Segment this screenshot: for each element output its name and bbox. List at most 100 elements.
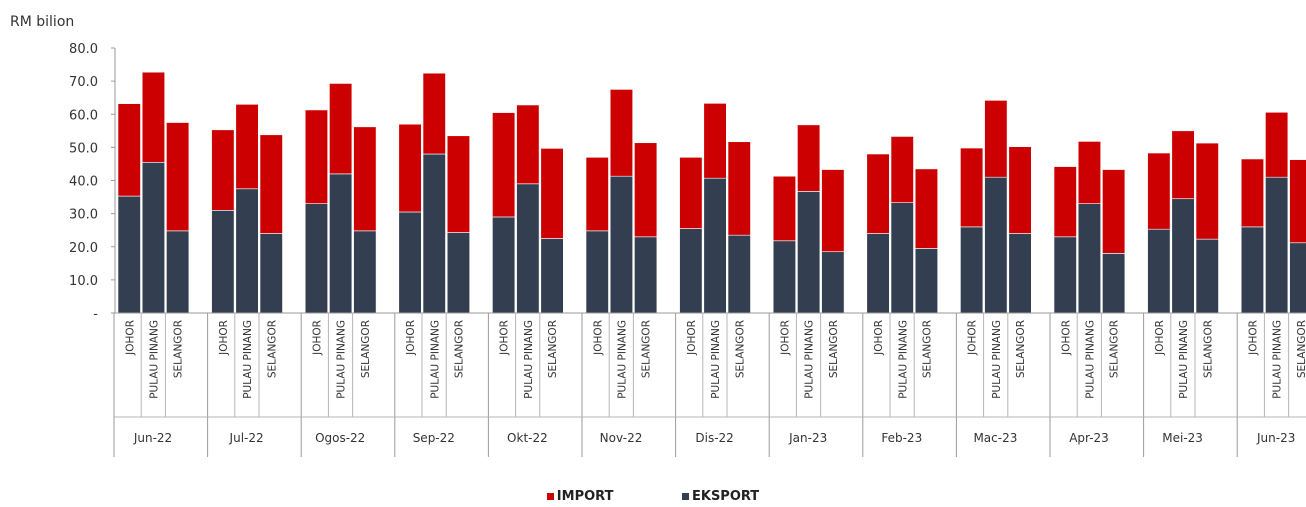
bar-import bbox=[398, 123, 422, 213]
state-label: PULAU PINANG bbox=[1084, 320, 1096, 399]
state-label: JOHOR bbox=[1154, 320, 1166, 356]
month-label: Nov-22 bbox=[600, 431, 643, 445]
bar-eksport bbox=[866, 233, 890, 314]
state-label: JOHOR bbox=[405, 320, 417, 356]
state-label: PULAU PINANG bbox=[1178, 320, 1190, 399]
state-label: JOHOR bbox=[124, 320, 136, 356]
state-label: JOHOR bbox=[967, 320, 979, 356]
bar-import bbox=[727, 141, 751, 236]
bar-eksport bbox=[914, 248, 939, 314]
bar-import bbox=[516, 104, 540, 185]
bar-eksport bbox=[772, 240, 797, 314]
bar-import bbox=[166, 122, 190, 232]
bar-eksport bbox=[1077, 203, 1101, 314]
state-label: SELANGOR bbox=[641, 320, 653, 378]
bar-eksport bbox=[1195, 238, 1219, 314]
state-label: PULAU PINANG bbox=[148, 320, 160, 399]
bar-import bbox=[446, 135, 471, 233]
month-label: Mei-23 bbox=[1162, 431, 1203, 445]
state-label: SELANGOR bbox=[1015, 320, 1027, 378]
month-label: Okt-22 bbox=[507, 431, 548, 445]
bar-eksport bbox=[1240, 226, 1264, 314]
bar-eksport bbox=[1265, 176, 1289, 314]
bar-eksport bbox=[1289, 242, 1306, 314]
state-label: PULAU PINANG bbox=[242, 320, 254, 399]
bar-import bbox=[353, 126, 377, 232]
month-label: Sep-22 bbox=[413, 431, 455, 445]
month-label: Mac-23 bbox=[973, 431, 1017, 445]
bar-import bbox=[1240, 158, 1264, 228]
legend-swatch-import bbox=[546, 493, 554, 500]
bar-eksport bbox=[797, 191, 821, 314]
y-tick-label: 60.0 bbox=[69, 108, 98, 123]
bar-eksport bbox=[492, 216, 516, 314]
bar-import bbox=[679, 157, 703, 229]
y-tick-label: 20.0 bbox=[69, 241, 98, 256]
bar-import bbox=[1265, 111, 1289, 178]
state-label: PULAU PINANG bbox=[991, 320, 1003, 399]
bar-import bbox=[117, 103, 141, 197]
y-tick-label: 80.0 bbox=[69, 42, 98, 57]
legend-label-import: IMPORT bbox=[556, 489, 614, 504]
y-tick-label: 50.0 bbox=[69, 141, 98, 156]
state-label: PULAU PINANG bbox=[1272, 320, 1284, 399]
bar-import bbox=[304, 109, 329, 204]
state-label: JOHOR bbox=[686, 320, 698, 356]
y-tick-label: - bbox=[93, 307, 98, 322]
state-label: JOHOR bbox=[311, 320, 323, 356]
month-label: Ogos-22 bbox=[315, 431, 365, 445]
state-label: JOHOR bbox=[779, 320, 791, 356]
state-label: JOHOR bbox=[1247, 320, 1259, 356]
bar-import bbox=[703, 103, 727, 179]
bar-import bbox=[797, 124, 821, 192]
bar-import bbox=[492, 112, 516, 218]
bar-eksport bbox=[727, 234, 751, 314]
bar-import bbox=[890, 136, 914, 203]
bar-import bbox=[821, 169, 845, 253]
month-label: Dis-22 bbox=[695, 431, 733, 445]
y-tick-label: 40.0 bbox=[69, 175, 98, 190]
bar-import bbox=[1008, 146, 1032, 234]
bar-eksport bbox=[117, 195, 141, 314]
bar-import bbox=[1077, 141, 1101, 204]
state-label: PULAU PINANG bbox=[336, 320, 348, 399]
state-label: JOHOR bbox=[218, 320, 230, 356]
y-tick-label: 10.0 bbox=[69, 274, 98, 289]
state-label: JOHOR bbox=[499, 320, 511, 356]
bar-eksport bbox=[585, 230, 609, 314]
bar-import bbox=[1102, 169, 1126, 254]
bar-eksport bbox=[540, 238, 564, 314]
bar-import bbox=[235, 104, 259, 190]
bar-import bbox=[1147, 152, 1171, 230]
bar-eksport bbox=[422, 153, 446, 314]
bar-eksport bbox=[703, 177, 727, 314]
state-label: JOHOR bbox=[592, 320, 604, 356]
bar-import bbox=[1171, 130, 1195, 200]
y-tick-label: 70.0 bbox=[69, 75, 98, 90]
month-label: Jan-23 bbox=[788, 431, 827, 445]
bar-eksport bbox=[141, 161, 165, 314]
month-label: Jun-23 bbox=[1256, 431, 1295, 445]
stacked-bar-chart: - 10.0 20.0 30.0 40.0 50.0 60.0 70.0 80.0 JOHOR PU… bbox=[69, 42, 1306, 457]
state-label: SELANGOR bbox=[266, 320, 278, 378]
bar-import bbox=[422, 72, 446, 155]
bar-import bbox=[141, 71, 165, 163]
bar-import bbox=[1053, 166, 1077, 238]
y-tick-label: 30.0 bbox=[69, 208, 98, 223]
bar-import bbox=[259, 134, 283, 234]
month-label: Jul-22 bbox=[229, 431, 264, 445]
state-label: SELANGOR bbox=[453, 320, 465, 378]
bar-eksport bbox=[1147, 228, 1171, 314]
state-label: SELANGOR bbox=[734, 320, 746, 378]
bar-import bbox=[211, 129, 235, 211]
state-label: SELANGOR bbox=[921, 320, 933, 378]
bar-import bbox=[634, 142, 658, 238]
bar-eksport bbox=[259, 233, 283, 314]
bar-eksport bbox=[609, 175, 634, 314]
bar-eksport bbox=[398, 211, 422, 314]
bar-eksport bbox=[166, 230, 190, 314]
bar-eksport bbox=[353, 230, 377, 314]
state-label: JOHOR bbox=[873, 320, 885, 356]
state-label: PULAU PINANG bbox=[710, 320, 722, 399]
bar-eksport bbox=[1171, 198, 1195, 314]
